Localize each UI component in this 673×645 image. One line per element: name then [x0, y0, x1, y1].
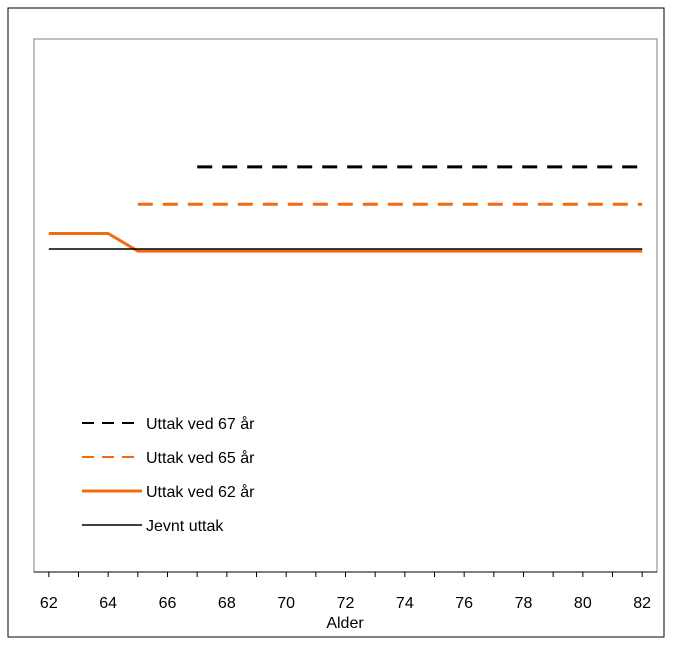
plot-area: [33, 38, 658, 573]
x-tick-label: 62: [40, 595, 58, 612]
x-tick-label: 64: [99, 595, 117, 612]
legend-label: Uttak ved 65 år: [146, 449, 255, 467]
x-tick-labels: 62 64 66 68 70 72 74 76 78 80 82: [40, 595, 651, 612]
x-tick-label: 70: [277, 595, 295, 612]
x-tick-label: 66: [159, 595, 177, 612]
series-lines: [48, 165, 643, 253]
x-tick-label: 82: [633, 595, 651, 612]
x-ticks: [48, 572, 643, 577]
x-tick-label: 72: [337, 595, 355, 612]
legend-label: Uttak ved 67 år: [146, 415, 255, 433]
x-tick-label: 80: [574, 595, 592, 612]
series-line: [48, 232, 643, 253]
x-tick-label: 78: [515, 595, 533, 612]
legend-label: Uttak ved 62 år: [146, 483, 255, 501]
x-tick-label: 68: [218, 595, 236, 612]
legend: Uttak ved 67 år Uttak ved 65 år Uttak ved …: [82, 415, 255, 535]
x-tick-label: 74: [396, 595, 414, 612]
x-axis-title: Alder: [326, 615, 364, 632]
legend-label: Jevnt uttak: [146, 518, 224, 535]
x-tick-label: 76: [455, 595, 473, 612]
